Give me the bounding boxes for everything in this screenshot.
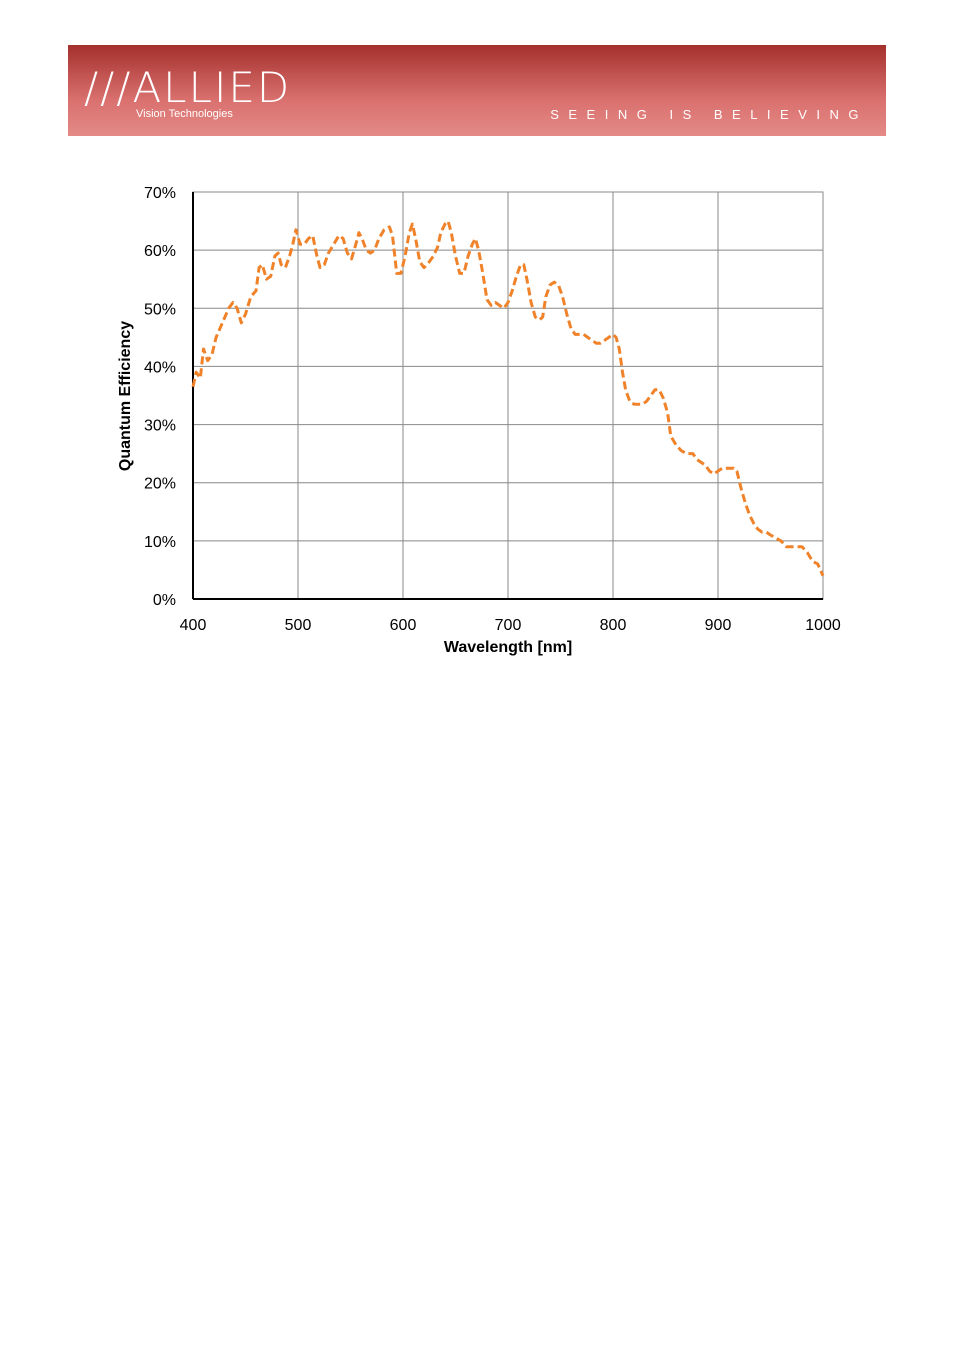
- y-tick-label: 0%: [153, 592, 176, 609]
- y-tick-label: 30%: [144, 418, 176, 435]
- x-tick-label: 1000: [805, 617, 841, 634]
- header-banner: ///ALLIED Vision Technologies SEEING IS …: [68, 45, 886, 136]
- x-tick-label: 500: [285, 617, 312, 634]
- logo-subtitle: Vision Technologies: [136, 108, 233, 120]
- chart: Wavelength [nm] Quantum Efficiency 0% 10%…: [117, 185, 841, 656]
- x-tick-label: 900: [705, 617, 732, 634]
- x-tick-label: 400: [180, 617, 207, 634]
- y-tick-label: 20%: [144, 476, 176, 493]
- y-tick-label: 70%: [144, 185, 176, 202]
- y-tick-label: 50%: [144, 301, 176, 318]
- y-tick-label: 40%: [144, 359, 176, 376]
- tagline: SEEING IS BELIEVING: [550, 107, 868, 122]
- y-tick-label: 60%: [144, 243, 176, 260]
- x-axis-label: Wavelength [nm]: [444, 639, 572, 656]
- x-tick-label: 700: [495, 617, 522, 634]
- y-axis-label: Quantum Efficiency: [117, 321, 134, 471]
- x-tick-label: 600: [390, 617, 417, 634]
- y-tick-label: 10%: [144, 534, 176, 551]
- data-line: [191, 219, 825, 577]
- logo: ///ALLIED: [84, 63, 292, 112]
- x-tick-label: 800: [600, 617, 627, 634]
